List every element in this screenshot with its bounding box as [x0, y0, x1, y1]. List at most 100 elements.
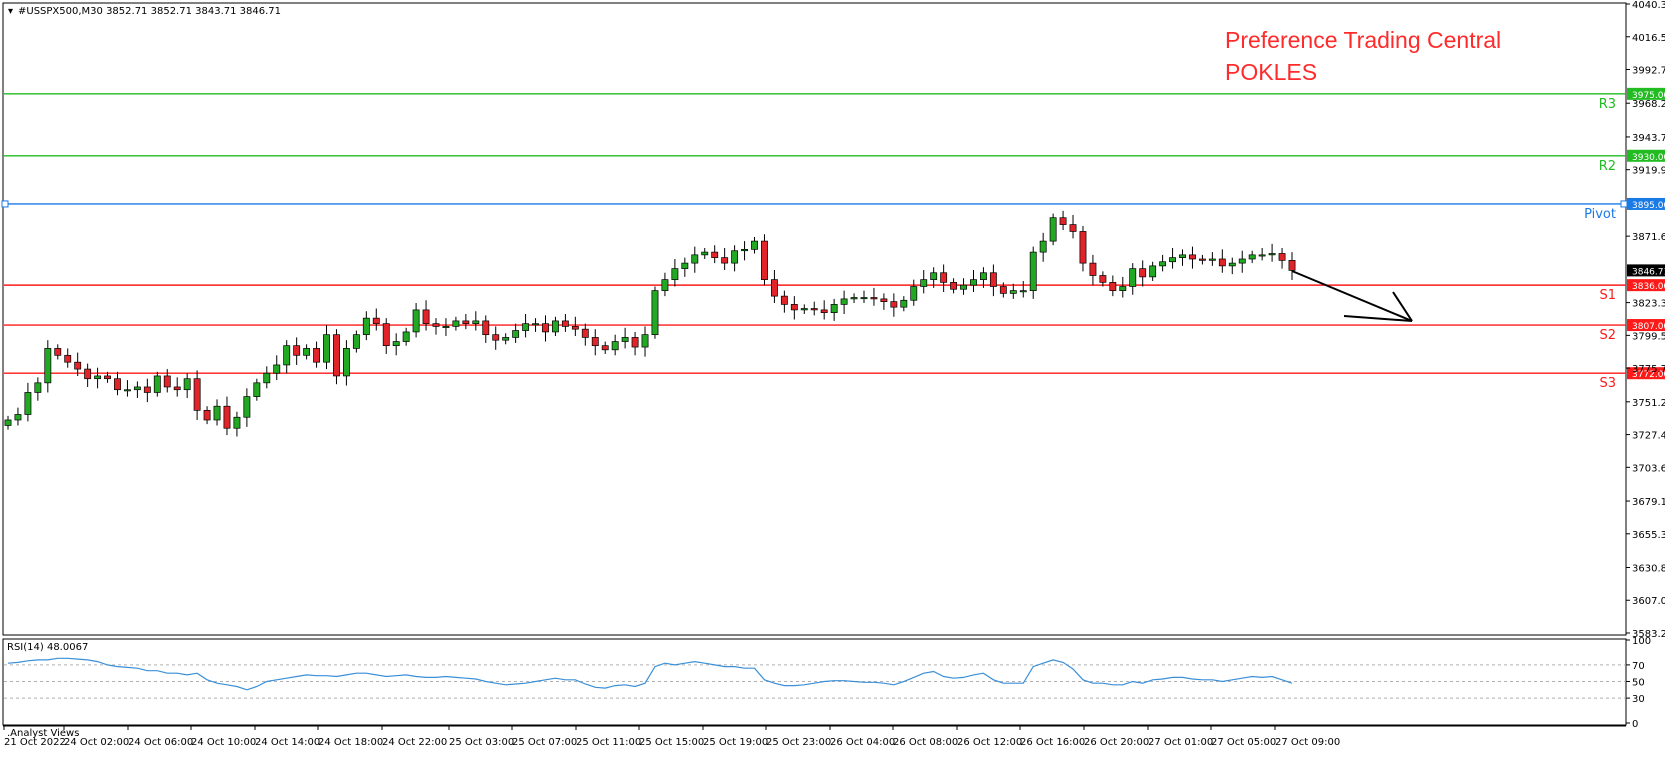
candle-body	[422, 309, 430, 325]
level-badge-text-s3: 3772.00	[1632, 370, 1665, 380]
candle-body	[104, 375, 111, 380]
candle-body	[1149, 265, 1157, 278]
candle-body	[342, 348, 350, 377]
candle-body	[970, 279, 977, 286]
level-badge-r3	[1627, 87, 1665, 100]
candle-body	[362, 317, 370, 336]
candle-body	[561, 320, 569, 327]
level-label-s2: S2	[1599, 328, 1616, 343]
level-badge-text-r2: 3930.00	[1632, 153, 1665, 163]
candle-body	[581, 328, 589, 338]
candle-body	[54, 348, 62, 356]
y-tick-label: 3607.00	[1632, 596, 1665, 607]
x-tick-label: 27 Oct 05:00	[1211, 737, 1276, 748]
candle-body	[800, 308, 808, 311]
level-badge-s2	[1627, 319, 1665, 332]
candle-body	[1119, 286, 1127, 291]
candle-body	[989, 272, 997, 287]
level-badge-text-s1: 3836.00	[1632, 282, 1665, 292]
candle-body	[1159, 261, 1167, 267]
x-tick-label: 27 Oct 09:00	[1275, 737, 1340, 748]
candle-body	[193, 378, 201, 411]
y-tick-label: 3919.90	[1632, 166, 1665, 177]
candle-body	[751, 240, 758, 250]
candle-body	[392, 341, 400, 347]
candle-body	[114, 378, 121, 391]
candle-body	[1139, 268, 1147, 278]
candle-body	[1268, 253, 1276, 256]
candle-body	[243, 396, 251, 418]
x-tick-label: 27 Oct 01:00	[1148, 737, 1213, 748]
candle-body	[542, 323, 549, 333]
candle-body	[1169, 257, 1176, 263]
candle-body	[283, 345, 291, 366]
candle-body	[621, 337, 629, 342]
y-tick-label: 3823.30	[1632, 299, 1665, 310]
watermark-line1: Preference Trading Central	[1225, 27, 1501, 53]
candle-body	[512, 330, 520, 338]
candle-body	[830, 304, 838, 314]
candle-body	[661, 279, 669, 291]
y-tick-label: 3943.70	[1632, 133, 1665, 144]
x-tick-label: 26 Oct 08:00	[893, 737, 958, 748]
candle-body	[24, 392, 32, 415]
candle-body	[432, 323, 440, 327]
y-tick-label: 3799.50	[1632, 331, 1665, 342]
candle-body	[1228, 262, 1236, 267]
y-tick-label: 3630.80	[1632, 563, 1665, 574]
candle-body	[502, 337, 510, 341]
rsi-indicator: 100 70 50 30 0	[4, 636, 1651, 730]
candle-body	[203, 410, 211, 421]
y-tick-label: 3992.70	[1632, 66, 1665, 77]
candle-body	[850, 297, 858, 300]
candle-body	[462, 320, 470, 325]
candle-body	[631, 337, 639, 348]
candle-body	[1069, 224, 1077, 232]
candle-body	[1089, 262, 1097, 276]
candle-body	[233, 416, 241, 429]
chart-header-triangle: ▾	[8, 6, 13, 17]
x-tick-label: 24 Oct 18:00	[318, 737, 383, 748]
candle-body	[333, 334, 340, 377]
pivot-handle-left	[1, 200, 9, 208]
y-tick-label: 3775.70	[1632, 364, 1665, 375]
candle-body	[611, 341, 619, 351]
candle-body	[840, 298, 848, 305]
candle-body	[153, 375, 161, 393]
candle-body	[482, 320, 490, 336]
candle-body	[711, 251, 719, 258]
candle-body	[780, 295, 788, 305]
candle-body	[552, 320, 559, 333]
y-tick-label: 3968.20	[1632, 99, 1665, 110]
y-tick-label: 3871.60	[1632, 232, 1665, 243]
y-tick-label: 3727.40	[1632, 431, 1665, 442]
candle-body	[770, 279, 778, 297]
candle-body	[94, 375, 102, 380]
x-tick-label: 24 Oct 06:00	[128, 737, 193, 748]
candle-body	[133, 386, 141, 391]
candle-body	[1049, 217, 1057, 242]
candle-body	[721, 257, 729, 264]
candle-body	[323, 334, 330, 363]
candle-body	[1079, 231, 1087, 264]
candle-body	[920, 279, 928, 287]
candle-body	[741, 249, 748, 252]
candle-body	[14, 414, 22, 421]
y-tick-label: 3703.60	[1632, 463, 1665, 474]
rsi-tick-label: 0	[1632, 719, 1638, 730]
candle-body	[731, 250, 739, 264]
rsi-tick-label: 70	[1632, 661, 1645, 672]
x-tick-label: 26 Oct 12:00	[957, 737, 1022, 748]
candle-body	[402, 331, 410, 342]
candle-body	[352, 334, 360, 349]
rsi-tick-label: 100	[1632, 636, 1651, 647]
current-price-badge	[1627, 264, 1665, 277]
y-tick-label: 3679.10	[1632, 497, 1665, 508]
candle-body	[651, 290, 659, 336]
candle-body	[64, 354, 72, 363]
current-price-text: 3846.71	[1632, 267, 1665, 277]
forecast-arrow	[1291, 270, 1413, 322]
level-label-s1: S1	[1599, 288, 1616, 303]
